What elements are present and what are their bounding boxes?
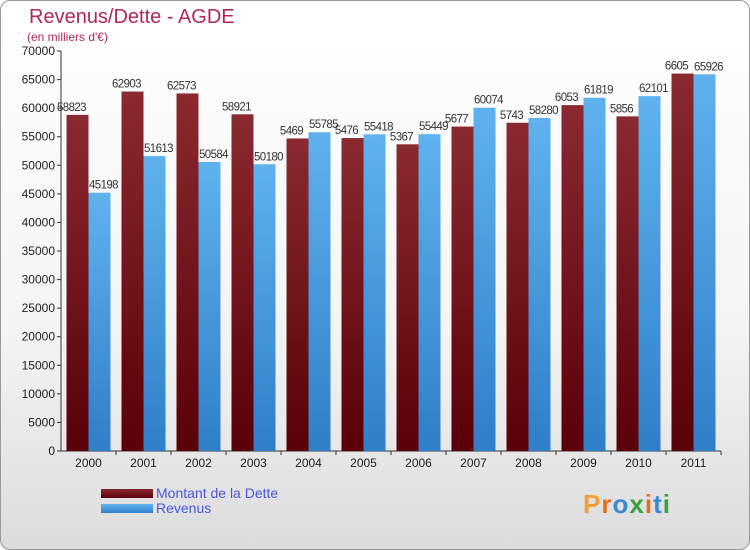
axes: 0 5000 10000 15000 20000 25000 30000 35000 40000… bbox=[22, 44, 722, 470]
logo-letter: t bbox=[653, 489, 663, 519]
data-label-revenus: 51613 bbox=[144, 143, 173, 155]
y-tick-label: 20000 bbox=[22, 330, 56, 344]
y-tick-label: 15000 bbox=[22, 358, 56, 372]
data-label-dette: 6605 bbox=[665, 61, 688, 73]
bar-revenus bbox=[143, 156, 166, 451]
data-label-revenus: 58280 bbox=[529, 105, 558, 117]
bar-revenus bbox=[473, 107, 496, 451]
logo-letter: i bbox=[662, 489, 671, 519]
bar-dette bbox=[176, 93, 199, 451]
x-tick-label: 2006 bbox=[405, 456, 432, 470]
proxiti-logo: Proxiti bbox=[583, 489, 671, 520]
x-tick-label: 2000 bbox=[75, 456, 102, 470]
data-label-dette: 62573 bbox=[167, 80, 196, 92]
logo-letter: o bbox=[612, 489, 630, 519]
y-tick-label: 35000 bbox=[22, 244, 56, 258]
y-tick-label: 70000 bbox=[22, 44, 56, 58]
x-tick-label: 2008 bbox=[515, 456, 542, 470]
bar-revenus bbox=[418, 134, 441, 452]
data-label-revenus: 55785 bbox=[309, 119, 338, 131]
x-tick-label: 2011 bbox=[681, 456, 707, 470]
data-label-dette: 5743 bbox=[500, 110, 523, 122]
y-tick-label: 65000 bbox=[22, 73, 56, 87]
data-labels: 58823 62903 62573 58921 5469 5476 5367 5677 5743… bbox=[57, 61, 724, 192]
bar-dette bbox=[561, 105, 584, 451]
logo-letter: P bbox=[583, 489, 602, 519]
x-tick-label: 2005 bbox=[350, 456, 377, 470]
bar-revenus bbox=[88, 192, 111, 451]
y-tick-label: 0 bbox=[48, 444, 55, 458]
chart-title: Revenus/Dette - AGDE bbox=[29, 6, 235, 28]
bars bbox=[66, 73, 716, 452]
bar-dette bbox=[121, 91, 144, 451]
data-label-dette: 5367 bbox=[390, 131, 413, 143]
data-label-revenus: 62101 bbox=[639, 83, 668, 95]
legend-label-dette: Montant de la Dette bbox=[156, 485, 279, 501]
data-label-dette: 5856 bbox=[610, 103, 633, 115]
y-tick-label: 55000 bbox=[22, 130, 56, 144]
data-label-revenus: 65926 bbox=[694, 61, 723, 73]
bar-dette bbox=[231, 114, 254, 452]
bar-dette bbox=[616, 116, 639, 451]
bar-revenus bbox=[198, 161, 221, 451]
bar-revenus bbox=[583, 97, 606, 452]
y-tick-label: 60000 bbox=[22, 101, 56, 115]
data-label-dette: 6053 bbox=[555, 92, 578, 104]
logo-letter: i bbox=[644, 489, 654, 519]
y-tick-label: 50000 bbox=[22, 158, 56, 172]
data-label-dette: 58823 bbox=[57, 102, 86, 114]
data-label-revenus: 50180 bbox=[254, 151, 283, 163]
y-tick-label: 30000 bbox=[22, 273, 56, 287]
data-label-dette: 62903 bbox=[112, 79, 141, 91]
data-label-revenus: 61819 bbox=[584, 85, 613, 97]
bar-dette bbox=[451, 126, 474, 451]
bar-dette bbox=[286, 138, 309, 451]
data-label-revenus: 45198 bbox=[89, 180, 118, 192]
legend-swatch-dette bbox=[101, 489, 153, 498]
data-label-revenus: 55418 bbox=[364, 121, 393, 133]
data-label-revenus: 50584 bbox=[199, 149, 229, 161]
data-label-dette: 5469 bbox=[280, 125, 303, 137]
x-tick-label: 2010 bbox=[625, 456, 652, 470]
bar-revenus bbox=[693, 74, 716, 451]
data-label-dette: 5476 bbox=[335, 125, 358, 137]
y-tick-label: 45000 bbox=[22, 187, 56, 201]
bar-revenus bbox=[638, 96, 661, 451]
legend-label-revenus: Revenus bbox=[156, 500, 212, 516]
y-tick-label: 25000 bbox=[22, 301, 56, 315]
data-label-revenus: 60074 bbox=[474, 95, 504, 107]
x-tick-label: 2001 bbox=[130, 456, 157, 470]
bar-dette bbox=[66, 114, 89, 452]
x-tick-label: 2003 bbox=[240, 456, 267, 470]
y-tick-label: 10000 bbox=[22, 387, 56, 401]
data-label-dette: 5677 bbox=[445, 114, 468, 126]
y-tick-label: 5000 bbox=[28, 415, 55, 429]
bar-revenus bbox=[253, 164, 276, 451]
chart-subtitle: (en milliers d'€) bbox=[27, 30, 108, 44]
x-tick-label: 2007 bbox=[460, 456, 487, 470]
bar-dette bbox=[341, 138, 364, 451]
x-tick-label: 2009 bbox=[570, 456, 597, 470]
bar-revenus bbox=[363, 134, 386, 451]
logo-letter: r bbox=[601, 489, 613, 519]
data-label-dette: 58921 bbox=[222, 101, 251, 113]
legend-swatch-revenus bbox=[101, 504, 153, 513]
bar-dette bbox=[671, 73, 694, 452]
bar-dette bbox=[396, 144, 419, 451]
bar-revenus bbox=[528, 117, 551, 451]
y-tick-label: 40000 bbox=[22, 215, 56, 229]
x-tick-label: 2002 bbox=[185, 456, 212, 470]
x-tick-label: 2004 bbox=[295, 456, 322, 470]
bar-dette bbox=[506, 122, 529, 451]
logo-letter: x bbox=[629, 489, 645, 519]
bar-revenus bbox=[308, 132, 331, 451]
data-label-revenus: 55449 bbox=[419, 121, 448, 133]
